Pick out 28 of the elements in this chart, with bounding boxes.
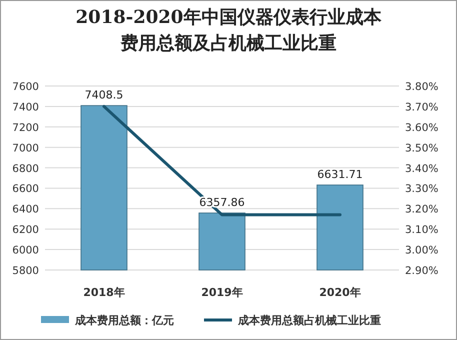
x-tick-label: 2018年 [83,286,125,299]
y-tick-label: 5800 [12,265,39,277]
data-label: 6631.71 [317,168,363,181]
data-label: 7408.5 [84,88,124,102]
legend-label: 成本费用总额占机械工业比重 [237,314,381,327]
y2-tick-label: 3.80% [405,81,438,93]
y-tick-label: 7400 [12,101,39,114]
y-tick-label: 7000 [12,142,39,154]
chart-title: 2018-2020年中国仪器仪表行业成本费用总额及占机械工业比重 [74,6,382,56]
y2-tick-label: 3.20% [405,204,438,216]
legend-label: 成本费用总额：亿元 [74,314,174,327]
y-tick-label: 7200 [12,122,39,134]
x-tick-label: 2019年 [201,286,243,299]
y2-tick-label: 3.30% [405,183,438,196]
y2-tick-label: 2.90% [405,265,438,277]
y2-tick-label: 3.10% [405,224,438,236]
y2-tick-label: 3.00% [405,244,438,257]
y-tick-label: 7600 [12,81,39,93]
y2-tick-label: 3.40% [405,162,438,175]
y-tick-label: 6800 [12,162,39,175]
y2-tick-label: 3.60% [405,122,438,134]
x-tick-label: 2020年 [319,286,361,299]
y2-tick-label: 3.70% [405,101,438,114]
y-tick-label: 6400 [12,204,39,216]
y-tick-label: 6600 [12,183,39,196]
y2-tick-label: 3.50% [405,142,438,154]
y-tick-label: 6200 [12,224,39,236]
y-tick-label: 6000 [12,244,39,257]
